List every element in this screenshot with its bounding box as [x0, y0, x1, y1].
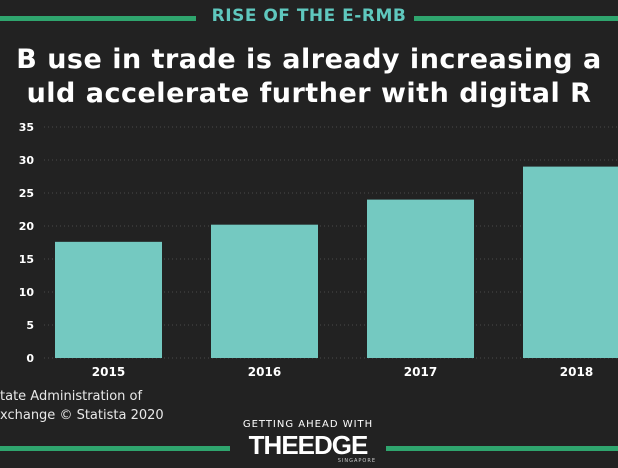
x-tick-label-2018: 2018 [560, 365, 593, 379]
bar-2017 [367, 199, 474, 358]
bar-2016 [211, 224, 318, 358]
source-line-1: tate Administration of [0, 389, 143, 404]
y-tick-label: 30 [19, 154, 35, 167]
brand-tagline: GETTING AHEAD WITH [242, 419, 374, 430]
y-tick-label: 10 [19, 286, 35, 299]
brand-sub: SINGAPORE [337, 458, 376, 464]
y-tick-label: 5 [26, 319, 34, 332]
headline-line-1: B use in trade is already increasing a [16, 44, 602, 75]
x-tick-label-2015: 2015 [92, 365, 125, 379]
bar-2015 [55, 241, 162, 358]
kicker-rule-left [0, 16, 196, 21]
headline-line-2: uld accelerate further with digital R [26, 78, 592, 109]
x-tick-label-2017: 2017 [404, 365, 437, 379]
source-line-2: xchange © Statista 2020 [0, 408, 164, 423]
bar-chart: 0 5 10 15 20 25 30 35 2015 2016 2017 2018 [19, 121, 618, 379]
bar-2018 [523, 166, 618, 358]
y-tick-label: 15 [19, 253, 34, 266]
x-tick-label-2016: 2016 [248, 365, 281, 379]
brand-logo: THEEDGE [248, 430, 369, 460]
y-tick-label: 20 [19, 220, 35, 233]
y-tick-label: 35 [19, 121, 34, 134]
kicker-label: RISE OF THE E-RMB [211, 6, 407, 26]
bottom-rule-right [386, 446, 618, 451]
y-tick-label: 0 [26, 352, 34, 365]
kicker-rule-right [414, 16, 618, 21]
y-tick-label: 25 [19, 187, 34, 200]
source-note: tate Administration of xchange © Statist… [0, 387, 164, 425]
bottom-rule-left [0, 446, 230, 451]
